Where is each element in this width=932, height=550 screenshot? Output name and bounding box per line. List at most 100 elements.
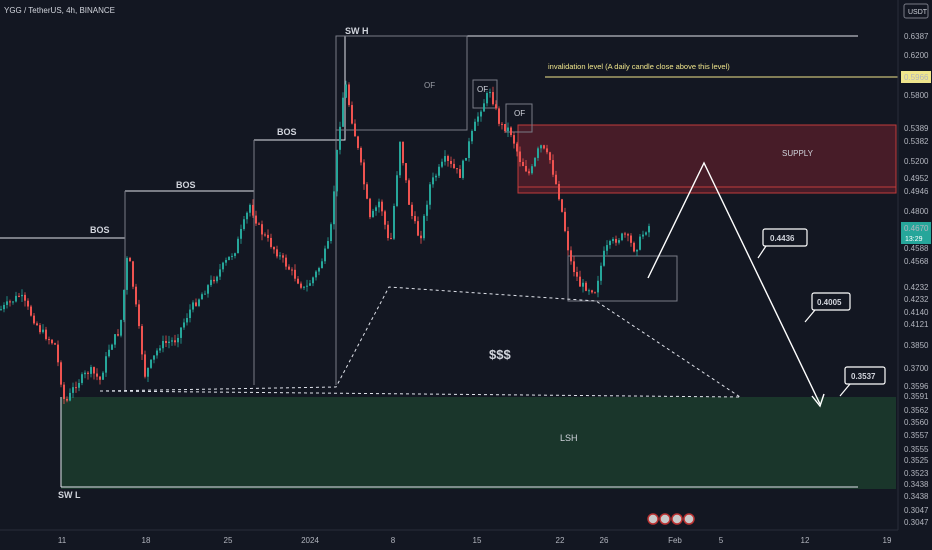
candle-body <box>438 166 440 176</box>
candle-body <box>213 279 215 282</box>
candle-body <box>24 294 26 301</box>
candle-body <box>189 309 191 319</box>
candle-body <box>246 212 248 220</box>
of-label-3: OF <box>514 109 525 118</box>
supply-zone <box>517 124 897 194</box>
candle-body <box>582 282 584 287</box>
candle-body <box>585 282 587 291</box>
candle-body <box>345 84 347 98</box>
target-label-1: 0.4436 <box>770 234 795 243</box>
candle-body <box>594 292 596 294</box>
candle-body <box>234 253 236 256</box>
candle-body <box>426 204 428 216</box>
candle-body <box>570 250 572 262</box>
candle-body <box>435 175 437 178</box>
candle-body <box>282 255 284 258</box>
candle-body <box>105 356 107 373</box>
price-tick-label: 0.3438 <box>904 492 929 501</box>
candle-body <box>96 373 98 377</box>
price-tick-label: 0.3562 <box>904 406 929 415</box>
candle-body <box>93 367 95 374</box>
candle-body <box>543 145 545 149</box>
candle-body <box>414 215 416 222</box>
candle-body <box>642 234 644 237</box>
currency-label: USDT <box>908 9 928 16</box>
currency-badge-box <box>903 3 929 19</box>
target-label-2: 0.4005 <box>817 298 842 307</box>
supply-label: SUPPLY <box>782 149 814 158</box>
candle-body <box>252 204 254 216</box>
candle-body <box>387 224 389 239</box>
price-scale-bg <box>898 0 932 550</box>
candle-body <box>549 152 551 161</box>
candle-body <box>177 337 179 343</box>
price-tick-label: 0.4800 <box>904 207 929 216</box>
candle-body <box>297 278 299 284</box>
candle-body <box>198 299 200 306</box>
price-tick-label: 0.4946 <box>904 187 929 196</box>
candle-body <box>588 290 590 292</box>
dashed-line-2 <box>99 390 741 398</box>
candle-body <box>75 387 77 389</box>
candle-body <box>393 205 395 239</box>
candle-body <box>162 340 164 349</box>
liquidity-lines <box>99 286 741 398</box>
candle-body <box>192 302 194 310</box>
candle-body <box>465 157 467 161</box>
candle-body <box>120 319 122 336</box>
event-icons[interactable] <box>647 513 695 525</box>
candle-body <box>510 127 512 136</box>
candle-body <box>99 376 101 380</box>
candle-body <box>9 301 11 303</box>
candle-body <box>489 92 491 94</box>
bos-label-2: BOS <box>176 180 196 190</box>
candle-body <box>546 148 548 153</box>
candle-body <box>555 174 557 185</box>
price-tick-label: 0.4952 <box>904 174 929 183</box>
price-tick-label: 0.5389 <box>904 124 929 133</box>
candle-body <box>207 285 209 294</box>
candle-body <box>255 215 257 224</box>
candle-body <box>90 367 92 374</box>
candle-body <box>126 257 128 290</box>
price-scale: 0.6387 0.6200 0.5966 0.5800 0.5389 0.5382 0.52… <box>901 32 931 527</box>
candle-body <box>648 226 650 233</box>
candle-body <box>483 103 485 112</box>
candle-body <box>159 348 161 351</box>
candle-body <box>60 362 62 385</box>
candle-body <box>315 271 317 278</box>
candle-body <box>360 147 362 163</box>
candle-body <box>321 261 323 269</box>
event-icon-1 <box>647 513 659 525</box>
candle-body <box>30 306 32 316</box>
candle-body <box>519 151 521 163</box>
candle-body <box>63 384 65 399</box>
candle-body <box>264 234 266 236</box>
candle-body <box>57 344 59 363</box>
candle-body <box>558 184 560 200</box>
candle-body <box>219 269 221 277</box>
candle-body <box>339 126 341 150</box>
candle-body <box>573 261 575 273</box>
time-tick-label: 12 <box>801 536 810 545</box>
candle-body <box>279 255 281 257</box>
lsh-label: LSH <box>560 433 578 443</box>
candle-body <box>627 234 629 236</box>
candle-body <box>111 344 113 350</box>
lsh-zone <box>61 397 896 489</box>
candle-body <box>363 162 365 185</box>
candle-body <box>273 246 275 250</box>
time-tick-label: 11 <box>58 536 67 545</box>
candle-body <box>453 163 455 169</box>
candle-body <box>216 276 218 282</box>
candle-body <box>618 240 620 243</box>
price-tick-label: 0.4140 <box>904 308 929 317</box>
target-2: 0.4005 <box>804 292 851 323</box>
candle-body <box>36 323 38 326</box>
candle-body <box>564 211 566 232</box>
price-tick-label: 0.3438 <box>904 480 929 489</box>
candle-body <box>474 121 476 131</box>
event-icon-3 <box>671 513 683 525</box>
candle-body <box>471 130 473 142</box>
